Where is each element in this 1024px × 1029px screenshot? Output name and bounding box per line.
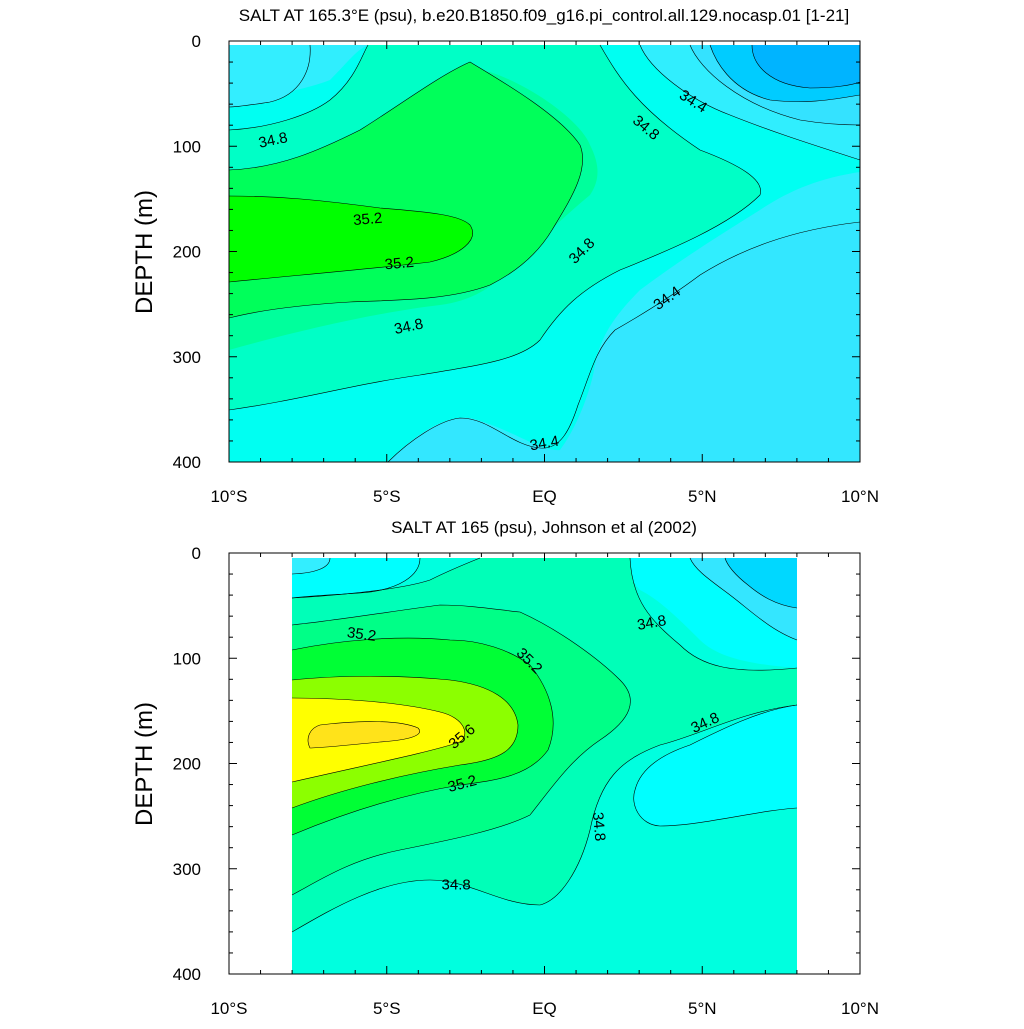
contour-line-bottom-5 bbox=[291, 637, 554, 836]
salinity-band-top-35-4 bbox=[229, 196, 473, 282]
x-tick-label-top: 10°S bbox=[210, 487, 247, 506]
contour-line-bottom-2 bbox=[629, 557, 798, 671]
contour-line-top-6 bbox=[387, 221, 860, 462]
contour-label-top: 34.8 bbox=[393, 315, 425, 338]
y-tick-label-bottom: 200 bbox=[173, 755, 201, 774]
salinity-band-bottom-ne-fresh3 bbox=[725, 558, 797, 608]
x-tick-label-bottom: 5°N bbox=[688, 999, 717, 1018]
x-tick-label-top: EQ bbox=[532, 487, 557, 506]
y-tick-label-top: 100 bbox=[173, 137, 201, 156]
contour-line-bottom-4 bbox=[291, 604, 631, 896]
contour-line-top-8 bbox=[709, 44, 860, 102]
y-tick-label-top: 0 bbox=[192, 32, 201, 51]
contour-line-top-5 bbox=[639, 44, 860, 161]
axes-top: 10°S 5°S EQ 5°N 10°N 0 100 200 300 400 bbox=[173, 32, 879, 506]
contour-lines-bottom bbox=[291, 557, 798, 933]
y-tick-label-bottom: 0 bbox=[192, 544, 201, 563]
contour-label-bottom: 35.2 bbox=[446, 772, 479, 796]
contour-label-top: 34.4 bbox=[529, 433, 561, 455]
x-tick-label-top: 5°S bbox=[373, 487, 401, 506]
contour-label-bottom: 34.8 bbox=[636, 612, 668, 634]
contour-line-bottom-11 bbox=[724, 557, 798, 609]
salinity-band-bottom-sw-fresh2 bbox=[292, 558, 330, 574]
salinity-band-top-deep-low bbox=[388, 222, 860, 462]
contour-label-top: 35.2 bbox=[384, 254, 415, 273]
contour-label-bottom: 34.8 bbox=[589, 811, 608, 842]
y-tick-label-top: 300 bbox=[173, 348, 201, 367]
salinity-band-bottom-35-8 bbox=[308, 721, 420, 748]
contour-line-top-10 bbox=[229, 44, 311, 108]
contour-line-bottom-9 bbox=[633, 704, 798, 827]
contour-label-top: 34.8 bbox=[257, 129, 289, 152]
contour-line-top-1 bbox=[229, 44, 369, 131]
contour-label-bottom: 35.2 bbox=[346, 624, 377, 645]
x-tick-label-bottom: 10°S bbox=[210, 999, 247, 1018]
contour-line-top-3 bbox=[229, 195, 473, 283]
x-tick-label-top: 5°N bbox=[688, 487, 717, 506]
y-tick-label-bottom: 300 bbox=[173, 860, 201, 879]
contour-line-top-7 bbox=[689, 44, 860, 126]
contour-fill-bottom: 35.235.234.835.635.234.834.834.8 bbox=[291, 557, 798, 974]
contour-line-bottom-12 bbox=[291, 557, 421, 599]
chart-title-bottom: SALT AT 165 (psu), Johnson et al (2002) bbox=[391, 518, 697, 537]
y-tick-label-top: 400 bbox=[173, 453, 201, 472]
salinity-band-top-ne-fresh3 bbox=[752, 45, 860, 88]
panel-bottom: SALT AT 165 (psu), Johnson et al (2002) bbox=[131, 518, 879, 1018]
salinity-band-top-sw-fresh bbox=[229, 45, 311, 107]
y-axis-label-bottom: DEPTH (m) bbox=[131, 702, 158, 826]
x-tick-label-bottom: EQ bbox=[532, 999, 557, 1018]
contour-label-bottom: 34.8 bbox=[442, 877, 471, 894]
y-tick-label-bottom: 100 bbox=[173, 649, 201, 668]
contour-line-bottom-7 bbox=[291, 697, 465, 783]
panel-top: SALT AT 165.3°E (psu), b.e20.B1850.f09_g… bbox=[131, 6, 879, 506]
y-tick-label-top: 200 bbox=[173, 243, 201, 262]
contour-line-bottom-13 bbox=[291, 557, 331, 575]
contour-fill-top: 34.835.235.234.834.834.434.434.834.4 bbox=[229, 44, 860, 462]
contour-line-top-2 bbox=[229, 61, 583, 319]
contour-line-bottom-1 bbox=[291, 557, 481, 599]
contour-line-bottom-10 bbox=[689, 557, 798, 641]
chart-title: SALT AT 165.3°E (psu), b.e20.B1850.f09_g… bbox=[239, 6, 849, 25]
contour-labels-top: 34.835.235.234.834.834.434.434.834.4 bbox=[257, 87, 710, 455]
x-tick-label-top: 10°N bbox=[841, 487, 879, 506]
contour-lines-top bbox=[229, 44, 860, 462]
contour-line-bottom-6 bbox=[291, 675, 519, 809]
contour-label-top: 35.2 bbox=[352, 210, 383, 229]
contour-line-bottom-3 bbox=[291, 704, 798, 933]
y-tick-label-bottom: 400 bbox=[173, 965, 201, 984]
x-tick-label-bottom: 10°N bbox=[841, 999, 879, 1018]
x-tick-label-bottom: 5°S bbox=[373, 999, 401, 1018]
salinity-band-bottom-east-wedge bbox=[633, 705, 797, 826]
contour-line-top-9 bbox=[751, 44, 860, 89]
y-axis-label-top: DEPTH (m) bbox=[131, 190, 158, 314]
contour-line-bottom-8 bbox=[307, 721, 420, 749]
axes-bottom: 10°S 5°S EQ 5°N 10°N 0 100 200 300 400 bbox=[173, 544, 879, 1018]
contour-line-top-4 bbox=[229, 44, 761, 411]
